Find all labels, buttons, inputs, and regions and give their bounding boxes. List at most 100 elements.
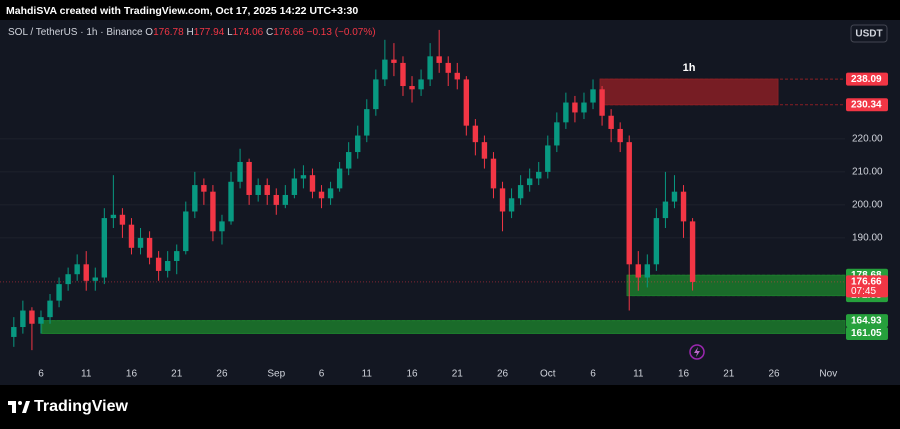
price-tag-label: 176.66	[851, 277, 882, 288]
candle-body	[427, 56, 433, 80]
legend-label: H	[186, 27, 193, 38]
candle-body	[508, 198, 515, 212]
zone	[41, 320, 846, 334]
candle-body	[400, 62, 406, 87]
candle-body	[192, 185, 198, 212]
candle-body	[563, 102, 569, 123]
candle-body	[110, 214, 117, 219]
candle-body	[662, 201, 669, 219]
candle-body	[183, 211, 189, 252]
legend-label: L	[227, 27, 233, 38]
candle-body	[671, 191, 678, 202]
candle-body	[608, 115, 614, 129]
candle-body	[336, 168, 343, 189]
y-tick-label: 210.00	[852, 167, 883, 178]
legend-value: 177.94	[194, 27, 225, 38]
y-tick-label: 190.00	[852, 233, 883, 244]
candle-body	[653, 218, 660, 265]
candle-body	[291, 178, 298, 195]
legend: SOL / TetherUS · 1h · Binance O176.78 H1…	[8, 27, 376, 38]
price-tag-label: 238.09	[851, 74, 882, 85]
candle-body	[11, 327, 17, 337]
logo	[8, 401, 30, 413]
candle-body	[572, 102, 578, 113]
candle-body	[626, 142, 632, 265]
candle-body	[409, 86, 415, 90]
candle-body	[680, 191, 687, 222]
x-tick-label: 11	[362, 369, 373, 380]
currency[interactable]: USDT	[855, 29, 882, 40]
candle-body	[174, 251, 180, 262]
currency-button[interactable]	[850, 24, 888, 43]
price-tag	[846, 72, 888, 86]
candle-body	[454, 72, 460, 80]
candle-body	[490, 158, 497, 189]
x-tick-label: 21	[723, 369, 735, 380]
x-tick-label: 11	[81, 369, 92, 380]
y-tick-label: 200.00	[852, 200, 883, 211]
alert-icon[interactable]	[689, 344, 705, 360]
x-tick-label: 16	[406, 369, 418, 380]
candle-body	[83, 264, 89, 281]
change: −0.13 (−0.07%)	[307, 27, 376, 38]
symbol: SOL / TetherUS · 1h · Binance	[8, 27, 143, 38]
candle-body	[536, 171, 542, 179]
candle-body	[382, 59, 388, 80]
candle-body	[210, 191, 216, 232]
candle-body	[119, 214, 126, 225]
candle-body	[164, 261, 171, 271]
candle-body	[282, 194, 289, 205]
price-tag-label: 161.05	[851, 328, 882, 339]
candle-body	[65, 274, 71, 285]
legend-value: 174.06	[233, 27, 264, 38]
candle-body	[56, 284, 62, 301]
candle-body	[137, 237, 144, 248]
candle-body	[355, 135, 361, 153]
candle-body	[128, 224, 135, 248]
candle-body	[255, 185, 261, 195]
candle-body	[364, 109, 370, 136]
price-tag	[846, 275, 888, 298]
x-tick-label: 21	[452, 369, 464, 380]
price-tag	[846, 314, 888, 328]
x-tick-label: 26	[216, 369, 228, 380]
x-tick-label: 16	[126, 369, 138, 380]
price-tag-label: 230.34	[851, 99, 882, 110]
x-tick-label: 6	[319, 369, 325, 380]
header: MahdiSVA created with TradingView.com, O…	[6, 5, 358, 17]
candle-body	[418, 79, 424, 90]
price-tag-label: 164.93	[851, 315, 882, 326]
candle-body	[318, 191, 325, 199]
candle-body	[300, 175, 307, 179]
candle-body	[228, 181, 234, 222]
candle-body	[599, 89, 605, 116]
zone-label: 1h	[683, 62, 696, 74]
candle-body	[472, 125, 479, 143]
candle-body	[517, 185, 524, 199]
zone	[599, 78, 779, 106]
candle-body	[155, 257, 162, 271]
candle-body	[47, 300, 53, 318]
candle-body	[74, 264, 80, 275]
candle-body	[101, 218, 108, 278]
x-tick-label: Oct	[540, 369, 556, 380]
candle-body	[327, 188, 334, 199]
candle-body	[201, 185, 207, 192]
candle-body	[581, 102, 587, 113]
candle-body	[237, 161, 243, 182]
legend-label: C	[266, 27, 273, 38]
candle-body	[246, 161, 252, 195]
candle-body	[309, 175, 316, 192]
x-tick-label: Sep	[267, 369, 285, 380]
footer-brand: TradingView	[34, 398, 129, 415]
candle-body	[445, 62, 451, 73]
candle-body	[391, 59, 397, 63]
candle-body	[481, 142, 488, 159]
alert-bolt	[694, 347, 700, 357]
candle-body	[545, 145, 551, 172]
candle-body	[590, 89, 596, 103]
candle-body	[617, 128, 623, 143]
price-tag-label: 178.68	[851, 270, 882, 281]
candle-body	[373, 79, 379, 110]
